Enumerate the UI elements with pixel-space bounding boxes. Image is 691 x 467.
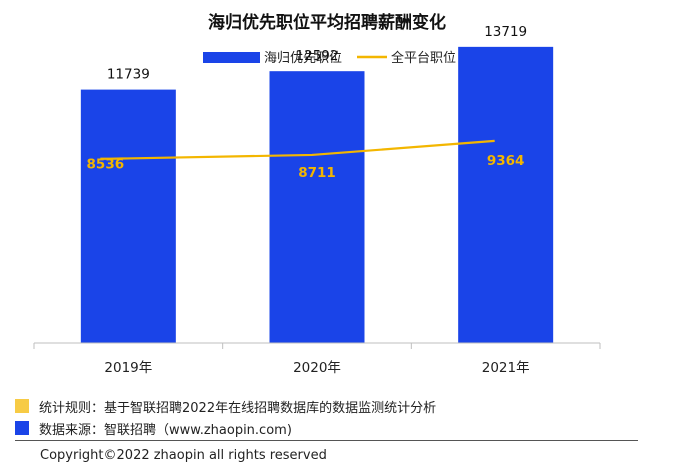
- line-series: [100, 139, 495, 160]
- bar-line-chart: 海归优先职位平均招聘薪酬变化 海归优先职位 全平台职位 11739 2019年 12…: [33, 12, 601, 376]
- line-value-label: 8711: [298, 165, 336, 181]
- x-tick-label: 2019年: [104, 360, 152, 376]
- x-tick-label: 2020年: [293, 360, 341, 376]
- note-rule: 统计规则：基于智联招聘2022年在线招聘数据库的数据监测统计分析: [15, 395, 655, 417]
- bar: [269, 71, 365, 343]
- note-source: 数据来源：智联招聘（www.zhaopin.com): [15, 417, 655, 439]
- note-source-text: 数据来源：智联招聘（www.zhaopin.com): [39, 422, 292, 438]
- note-rule-swatch: [15, 399, 29, 413]
- line-value-label: 8536: [87, 157, 125, 173]
- note-source-swatch: [15, 421, 29, 435]
- bar-value-label: 12592: [296, 48, 339, 64]
- legend-label-line: 全平台职位: [391, 50, 456, 66]
- bar: [80, 89, 176, 343]
- footnotes: 统计规则：基于智联招聘2022年在线招聘数据库的数据监测统计分析 数据来源：智联…: [15, 395, 655, 439]
- bar-value-label: 11739: [107, 67, 150, 83]
- line-value-label: 9364: [487, 153, 525, 169]
- footer-divider: [15, 440, 638, 441]
- x-tick-label: 2021年: [482, 360, 530, 376]
- legend-label-bar: 海归优先职位: [264, 51, 342, 66]
- legend-swatch-bar: [203, 52, 260, 63]
- chart-title: 海归优先职位平均招聘薪酬变化: [208, 12, 446, 33]
- copyright-text: Copyright©2022 zhaopin all rights reserv…: [40, 448, 327, 463]
- bar: [458, 46, 554, 343]
- note-rule-text: 统计规则：基于智联招聘2022年在线招聘数据库的数据监测统计分析: [39, 400, 437, 416]
- bar-value-label: 13719: [484, 24, 527, 40]
